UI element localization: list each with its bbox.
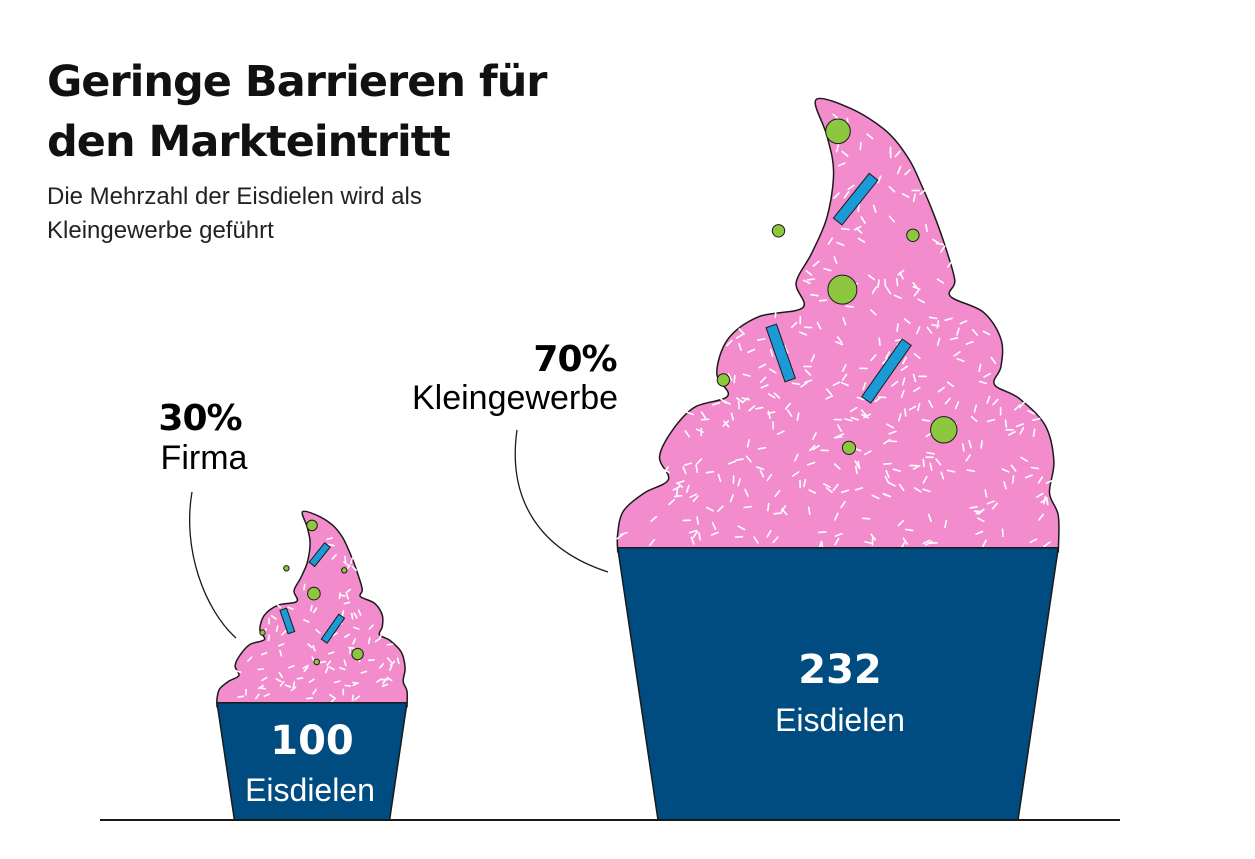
category-label-kleingewerbe: Kleingewerbe (412, 379, 618, 417)
category-label-firma: Firma (161, 439, 248, 477)
bars-layer (216, 97, 1060, 821)
leader-line-kleingewerbe (514, 429, 609, 573)
unit-label-firma: Eisdielen (245, 772, 375, 808)
sprinkles (234, 537, 400, 703)
percent-label-firma: 30% (158, 398, 241, 439)
value-label-kleingewerbe: 232 (798, 647, 882, 693)
cupcake-kleingewerbe (616, 97, 1060, 821)
cupcake-firma (216, 510, 409, 821)
leader-line-firma (188, 491, 237, 639)
value-label-firma: 100 (270, 718, 354, 764)
percent-label-kleingewerbe: 70% (533, 339, 616, 380)
chart-title: Geringe Barrieren für den Markteintritt (47, 57, 548, 167)
chart-subtitle: Die Mehrzahl der Eisdielen wird als Klei… (47, 183, 422, 244)
unit-label-kleingewerbe: Eisdielen (775, 702, 905, 738)
